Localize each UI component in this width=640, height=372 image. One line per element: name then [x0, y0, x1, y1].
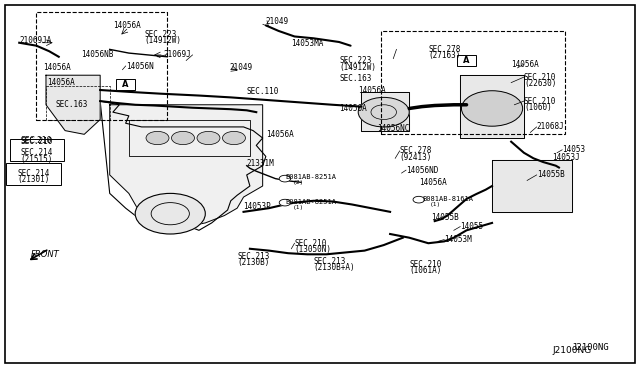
Circle shape	[279, 199, 291, 206]
Text: SEC.214: SEC.214	[20, 148, 53, 157]
Text: SEC.213: SEC.213	[237, 251, 269, 261]
Text: 14055B: 14055B	[431, 213, 460, 222]
Text: (1061A): (1061A)	[409, 266, 442, 275]
Bar	[381, 31, 565, 134]
Circle shape	[358, 97, 409, 127]
Text: 14056NB: 14056NB	[81, 51, 113, 60]
Text: 14056A: 14056A	[113, 21, 141, 30]
Text: (1060): (1060)	[524, 103, 552, 112]
Text: SEC.210: SEC.210	[294, 239, 327, 248]
Text: 14056A: 14056A	[47, 78, 75, 87]
Text: (92413): (92413)	[399, 153, 432, 162]
Text: 14053: 14053	[562, 145, 585, 154]
Text: SEC.163: SEC.163	[339, 74, 371, 83]
Text: 21049: 21049	[230, 63, 253, 72]
Text: SEC.223: SEC.223	[145, 30, 177, 39]
Text: 21049: 21049	[266, 17, 289, 26]
Text: 14056A: 14056A	[511, 60, 539, 69]
Text: SEC.163: SEC.163	[56, 100, 88, 109]
Text: FRONT: FRONT	[30, 250, 59, 259]
Text: 14053MA: 14053MA	[291, 39, 324, 48]
Polygon shape	[460, 75, 524, 138]
Text: SEC.210: SEC.210	[20, 137, 52, 145]
Text: 14056A: 14056A	[43, 63, 70, 72]
Circle shape	[146, 131, 169, 145]
Text: 21069JA: 21069JA	[19, 36, 52, 45]
FancyBboxPatch shape	[116, 79, 135, 90]
Text: (21515): (21515)	[20, 154, 53, 164]
Text: (2130B): (2130B)	[237, 258, 269, 267]
FancyBboxPatch shape	[457, 55, 476, 65]
Text: (1): (1)	[292, 205, 304, 209]
Text: 14053P: 14053P	[244, 202, 271, 211]
Text: SEC.210: SEC.210	[524, 97, 556, 106]
Text: (2130B+A): (2130B+A)	[314, 263, 355, 272]
Text: 14056A: 14056A	[339, 104, 367, 113]
Text: SEC.278: SEC.278	[428, 45, 461, 54]
Text: (22630): (22630)	[524, 79, 556, 88]
Text: SEC.210: SEC.210	[20, 137, 53, 146]
Text: (14912W): (14912W)	[145, 36, 182, 45]
Text: (14912W): (14912W)	[339, 62, 376, 72]
Text: (2): (2)	[292, 180, 304, 185]
Circle shape	[461, 91, 523, 126]
Text: SEC.223: SEC.223	[339, 56, 371, 65]
Bar	[10, 139, 64, 161]
Text: (1): (1)	[429, 202, 441, 207]
Polygon shape	[109, 105, 262, 227]
Circle shape	[151, 203, 189, 225]
Circle shape	[413, 196, 424, 203]
Text: SEC.278: SEC.278	[399, 147, 432, 155]
Text: 21068J: 21068J	[537, 122, 564, 131]
Text: 14056A: 14056A	[358, 86, 386, 94]
Polygon shape	[46, 75, 100, 134]
Text: B081AB-8251A: B081AB-8251A	[285, 199, 336, 205]
Polygon shape	[362, 92, 409, 131]
Circle shape	[223, 131, 246, 145]
Text: 14055: 14055	[460, 222, 483, 231]
Text: 14056A: 14056A	[266, 130, 294, 139]
Text: 14056N: 14056N	[125, 61, 154, 71]
Text: SEC.210: SEC.210	[409, 260, 442, 269]
Text: SEC.213: SEC.213	[314, 257, 346, 266]
Text: SEC.210: SEC.210	[524, 73, 556, 81]
Text: B081AB-8161A: B081AB-8161A	[422, 196, 473, 202]
Circle shape	[197, 131, 220, 145]
Text: J2100NG: J2100NG	[572, 343, 609, 352]
Text: A: A	[122, 80, 129, 89]
Text: SEC.214: SEC.214	[17, 169, 50, 177]
Text: 21069J: 21069J	[164, 51, 191, 60]
Circle shape	[172, 131, 195, 145]
Text: 14056A: 14056A	[419, 178, 447, 187]
Text: SEC.110: SEC.110	[246, 87, 279, 96]
Text: A: A	[463, 56, 470, 65]
Text: J2100NG: J2100NG	[552, 346, 591, 355]
Text: (21301): (21301)	[17, 175, 50, 184]
Circle shape	[135, 193, 205, 234]
Text: 14056NC: 14056NC	[378, 124, 410, 133]
Circle shape	[279, 175, 291, 182]
Bar	[6, 163, 61, 185]
Bar	[36, 13, 167, 119]
Text: (13050N): (13050N)	[294, 245, 332, 254]
Text: 14053J: 14053J	[552, 153, 580, 162]
Text: 14056ND: 14056ND	[406, 166, 438, 174]
Text: 14055B: 14055B	[537, 170, 564, 179]
Text: 21331M: 21331M	[246, 159, 275, 169]
Text: (27163): (27163)	[428, 51, 461, 60]
Text: B081AB-8251A: B081AB-8251A	[285, 174, 336, 180]
Text: 14053M: 14053M	[444, 235, 472, 244]
Polygon shape	[492, 160, 572, 212]
